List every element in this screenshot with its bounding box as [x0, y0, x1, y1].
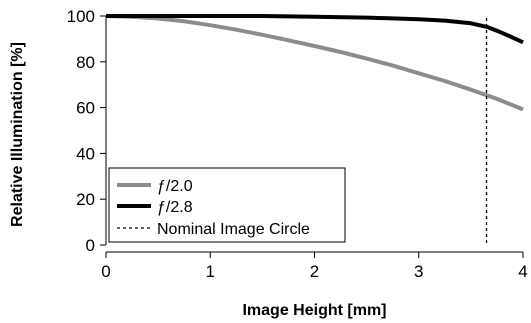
legend-layer: ƒ/2.0 ƒ/2.8 Nominal Image Circle	[108, 167, 346, 243]
x-tick-label: 4	[518, 262, 527, 281]
y-axis-title: Relative Illumination [%]	[9, 42, 26, 227]
x-tick-label: 1	[206, 262, 215, 281]
y-tick-label: 60	[76, 99, 95, 118]
x-tick-label: 3	[414, 262, 423, 281]
legend-item-f2-8-label: ƒ/2.8	[157, 199, 193, 216]
y-tick-label: 20	[76, 190, 95, 209]
series-line-f2-8	[106, 14, 524, 45]
x-axis-title: Image Height [mm]	[242, 302, 386, 319]
axes-layer: 0 20 40 60 80 100 0 1 2 3 4	[67, 7, 528, 281]
y-tick-label: 0	[86, 236, 95, 255]
legend-item-f2-0-label: ƒ/2.0	[157, 178, 193, 195]
x-tick-label: 2	[310, 262, 319, 281]
legend-item-nominal-image-circle-label: Nominal Image Circle	[157, 221, 310, 238]
x-tick-label: 0	[101, 262, 110, 281]
y-tick-label: 40	[76, 144, 95, 163]
y-tick-label: 80	[76, 53, 95, 72]
series-line-f2-0	[105, 14, 524, 112]
plot-lines-layer	[105, 14, 524, 245]
y-tick-label: 100	[67, 7, 95, 26]
